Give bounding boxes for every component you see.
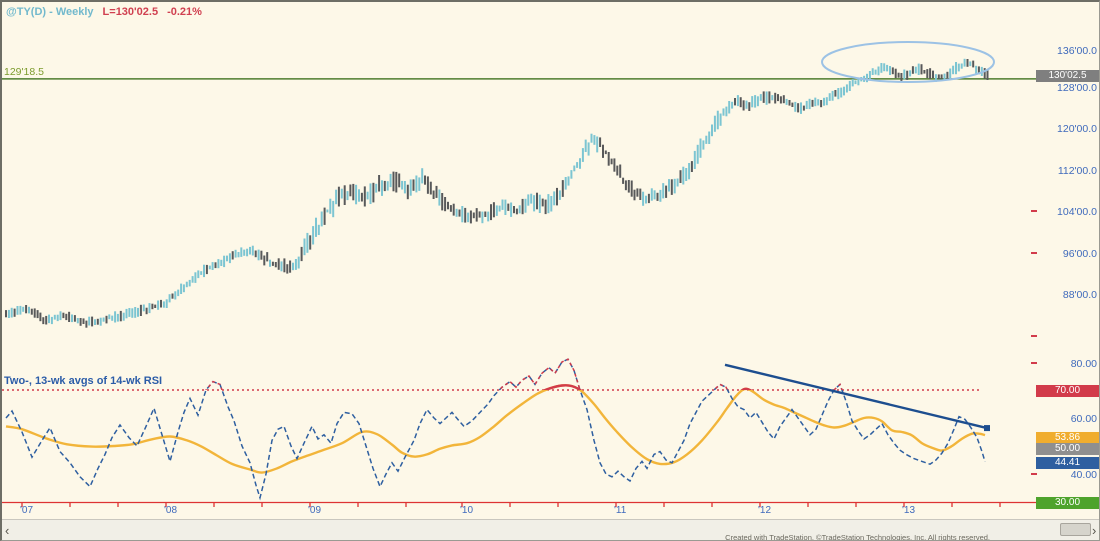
rsi-fast-overbought-segment — [205, 358, 843, 390]
y-axis-label: 40.00 — [1070, 469, 1097, 481]
symbol-label: @TY(D) - Weekly — [6, 6, 94, 18]
trendline-endpoint-handle[interactable] — [984, 425, 990, 432]
ellipse-annotation[interactable] — [821, 41, 995, 83]
scroll-thumb[interactable] — [1060, 523, 1091, 536]
rsi-level-badge: 70.00 — [1036, 385, 1099, 397]
y-axis-label: 136'00.0 — [1057, 45, 1097, 57]
y-axis-label: 104'00.0 — [1057, 206, 1097, 218]
price-bars[interactable] — [5, 58, 989, 328]
year-label: '12 — [758, 505, 772, 516]
scroll-left-arrow[interactable]: ‹ — [5, 523, 10, 538]
y-axis-label: 80.00 — [1070, 358, 1097, 370]
y-axis-label: 96'00.0 — [1062, 248, 1097, 260]
rsi-slow-overbought-segment — [542, 384, 753, 390]
axis-tick-mark — [1031, 335, 1037, 337]
rsi-trendline[interactable] — [724, 363, 988, 430]
symbol-status-bar: @TY(D) - Weekly L=130'02.5 -0.21% — [6, 6, 202, 18]
year-label: '13 — [902, 505, 916, 516]
y-axis-label: 112'00.0 — [1057, 165, 1097, 177]
year-label: '10 — [460, 505, 474, 516]
net-change-label: -0.21% — [167, 6, 202, 18]
axis-tick-mark — [1031, 210, 1037, 212]
horizontal-scrollbar[interactable]: ‹ › Created with TradeStation. ©TradeSta… — [2, 519, 1099, 541]
rsi-level-badge: 44.41 — [1036, 457, 1099, 469]
rsi-level-badge: 53.86 — [1036, 432, 1099, 444]
last-price-badge: 130'02.5 — [1036, 70, 1099, 82]
axis-tick-mark — [1031, 362, 1037, 364]
rsi-indicator-label: Two-, 13-wk avgs of 14-wk RSI — [4, 375, 163, 387]
year-label: '09 — [308, 505, 322, 516]
year-label: '11 — [614, 505, 627, 516]
axis-tick-mark — [1031, 252, 1037, 254]
y-axis-label: 88'00.0 — [1062, 289, 1097, 301]
year-label: '08 — [164, 505, 178, 516]
horizontal-line-price-label: 129'18.5 — [4, 66, 44, 78]
axis-tick-mark — [1031, 473, 1037, 475]
last-price-label: L=130'02.5 — [102, 6, 159, 18]
time-axis — [2, 501, 1039, 507]
scroll-right-arrow[interactable]: › — [1092, 523, 1097, 538]
tradestation-attribution: Created with TradeStation. ©TradeStation… — [725, 533, 990, 541]
y-axis-label: 60.00 — [1070, 413, 1097, 425]
y-axis-label: 128'00.0 — [1057, 82, 1097, 94]
y-axis-label: 120'00.0 — [1057, 123, 1097, 135]
rsi-slow-avg-line[interactable] — [5, 384, 986, 474]
year-label: '07 — [20, 505, 34, 516]
rsi-level-badge: 30.00 — [1036, 497, 1099, 509]
rsi-level-badge: 50.00 — [1036, 443, 1099, 455]
